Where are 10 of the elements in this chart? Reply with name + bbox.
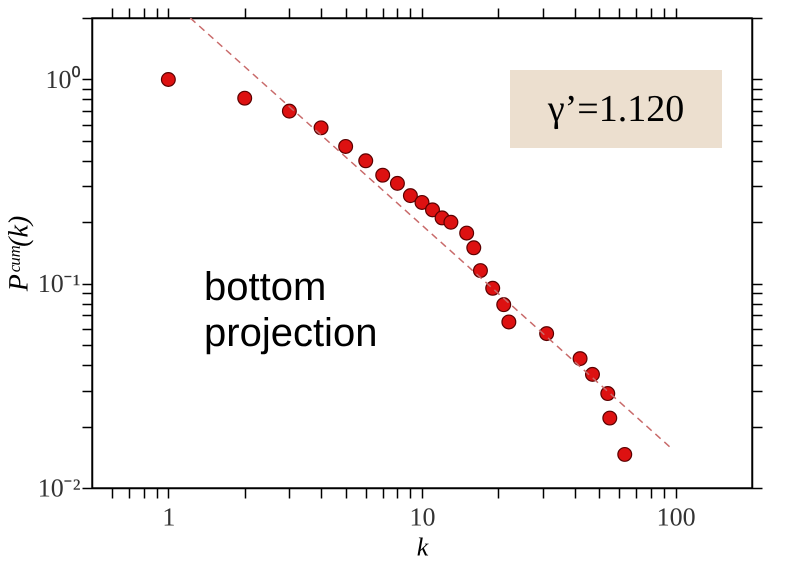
x-tick-label: 1 — [162, 502, 176, 532]
y-tick-label: 10⁻² — [38, 474, 81, 502]
x-tick-label: 100 — [656, 502, 696, 532]
x-axis-title: k — [416, 532, 429, 562]
annotation: bottom projection — [204, 265, 378, 355]
annotation: γ’=1.120 — [546, 88, 684, 130]
y-tick-label: 10⁰ — [46, 64, 80, 94]
y-axis-title: Pᶜᵘᵐ(k) — [4, 216, 35, 292]
x-tick-label: 10 — [410, 502, 436, 532]
y-tick-label: 10⁻¹ — [38, 269, 80, 298]
